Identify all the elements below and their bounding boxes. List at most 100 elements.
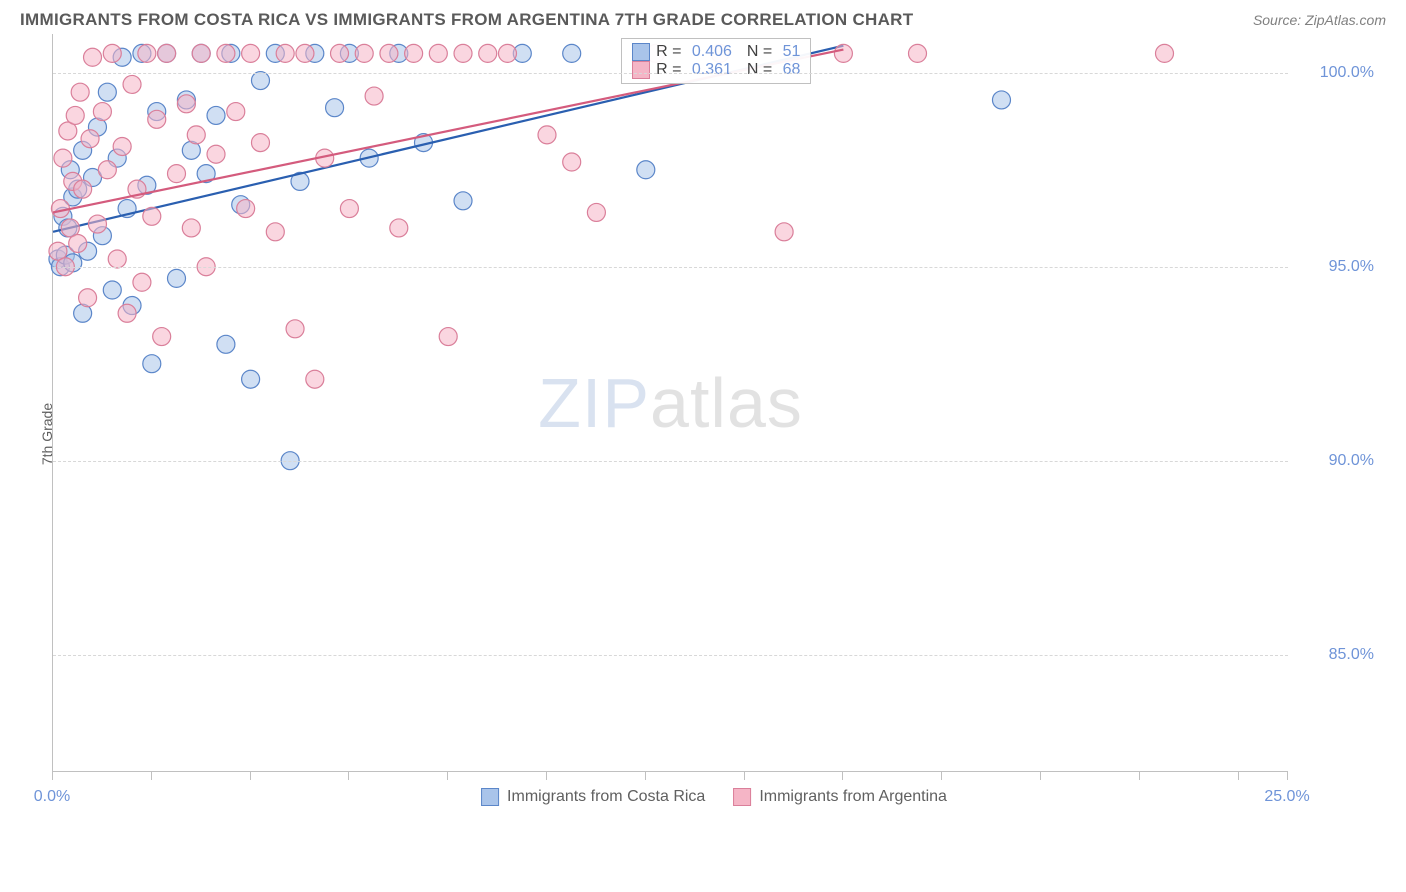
data-point [207,145,225,163]
data-point [454,44,472,62]
data-point [296,44,314,62]
data-point [133,273,151,291]
data-point [405,44,423,62]
data-point [909,44,927,62]
x-tick-label: 25.0% [1264,788,1309,806]
y-tick-label: 95.0% [1329,258,1374,276]
legend-n-value: 68 [783,61,801,79]
gridline [53,73,1288,74]
legend-row: R = 0.361 N = 68 [632,61,800,79]
data-point [834,44,852,62]
y-tick-label: 100.0% [1320,64,1374,82]
series-legend-label: Immigrants from Argentina [759,788,947,806]
data-point [365,87,383,105]
source-attribution: Source: ZipAtlas.com [1253,12,1386,28]
data-point [355,44,373,62]
legend-row: R = 0.406 N = 51 [632,43,800,61]
x-tick-mark [744,772,745,780]
x-tick-mark [52,772,53,780]
gridline [53,655,1288,656]
data-point [326,99,344,117]
data-point [98,161,116,179]
data-point [538,126,556,144]
data-point [158,44,176,62]
data-point [286,320,304,338]
data-point [1156,44,1174,62]
x-tick-mark [1139,772,1140,780]
data-point [177,95,195,113]
x-tick-mark [1040,772,1041,780]
data-point [479,44,497,62]
x-tick-mark [1238,772,1239,780]
data-point [340,200,358,218]
data-point [113,137,131,155]
data-point [217,335,235,353]
data-point [103,44,121,62]
data-point [118,304,136,322]
data-point [266,223,284,241]
x-tick-mark [645,772,646,780]
legend-r-value: 0.361 [692,61,732,79]
legend-text: N = [738,43,777,61]
data-point [93,103,111,121]
legend-text: N = [738,61,777,79]
gridline [53,267,1288,268]
data-point [143,355,161,373]
series-legend-item: Immigrants from Costa Rica [481,788,705,806]
data-point [306,370,324,388]
data-point [74,180,92,198]
data-point [237,200,255,218]
x-tick-mark [941,772,942,780]
legend-text: R = [656,43,686,61]
data-point [103,281,121,299]
x-tick-mark [546,772,547,780]
x-tick-mark [842,772,843,780]
series-legend: Immigrants from Costa Rica Immigrants fro… [481,788,947,806]
data-point [242,44,260,62]
legend-swatch [733,788,751,806]
plot-svg [53,34,1288,771]
data-point [380,44,398,62]
data-point [79,289,97,307]
data-point [138,44,156,62]
legend-swatch [632,61,650,79]
data-point [251,72,269,90]
data-point [81,130,99,148]
data-point [429,44,447,62]
data-point [439,328,457,346]
y-tick-label: 85.0% [1329,646,1374,664]
data-point [148,110,166,128]
data-point [187,126,205,144]
data-point [276,44,294,62]
data-point [168,269,186,287]
data-point [227,103,245,121]
data-point [498,44,516,62]
chart-area: 7th Grade ZIPatlas R = 0.406 N = 51R = 0… [44,34,1384,834]
data-point [390,219,408,237]
data-point [98,83,116,101]
data-point [66,106,84,124]
data-point [168,165,186,183]
legend-swatch [632,43,650,61]
data-point [182,219,200,237]
data-point [331,44,349,62]
data-point [54,149,72,167]
data-point [71,83,89,101]
data-point [207,106,225,124]
data-point [251,134,269,152]
x-tick-mark [348,772,349,780]
data-point [587,203,605,221]
series-legend-label: Immigrants from Costa Rica [507,788,705,806]
data-point [775,223,793,241]
gridline [53,461,1288,462]
legend-n-value: 51 [783,43,801,61]
x-tick-label: 0.0% [34,788,70,806]
y-tick-label: 90.0% [1329,452,1374,470]
data-point [217,44,235,62]
data-point [69,234,87,252]
correlation-legend: R = 0.406 N = 51R = 0.361 N = 68 [621,38,811,84]
data-point [192,44,210,62]
legend-r-value: 0.406 [692,43,732,61]
legend-swatch [481,788,499,806]
x-tick-mark [151,772,152,780]
